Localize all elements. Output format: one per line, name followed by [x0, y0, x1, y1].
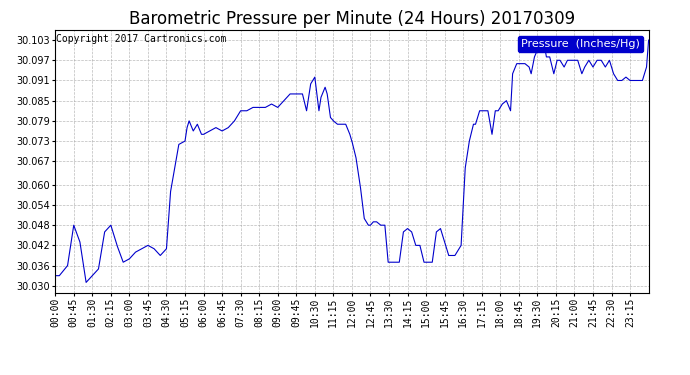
Pressure  (Inches/Hg) — [644, 38, 653, 42]
Pressure  (Inches/Hg) — [444, 249, 452, 254]
Pressure  (Inches/Hg) — [542, 50, 550, 54]
Line: Pressure  (Inches/Hg): Pressure (Inches/Hg) — [55, 40, 649, 282]
Title: Barometric Pressure per Minute (24 Hours) 20170309: Barometric Pressure per Minute (24 Hours… — [129, 10, 575, 28]
Legend: Pressure  (Inches/Hg): Pressure (Inches/Hg) — [518, 36, 643, 52]
Pressure  (Inches/Hg) — [183, 128, 191, 132]
Pressure  (Inches/Hg) — [537, 38, 545, 42]
Text: Copyright 2017 Cartronics.com: Copyright 2017 Cartronics.com — [57, 34, 227, 44]
Pressure  (Inches/Hg) — [51, 273, 59, 278]
Pressure  (Inches/Hg) — [299, 93, 307, 98]
Pressure  (Inches/Hg) — [284, 93, 293, 98]
Pressure  (Inches/Hg) — [82, 280, 90, 285]
Pressure  (Inches/Hg) — [593, 59, 601, 63]
